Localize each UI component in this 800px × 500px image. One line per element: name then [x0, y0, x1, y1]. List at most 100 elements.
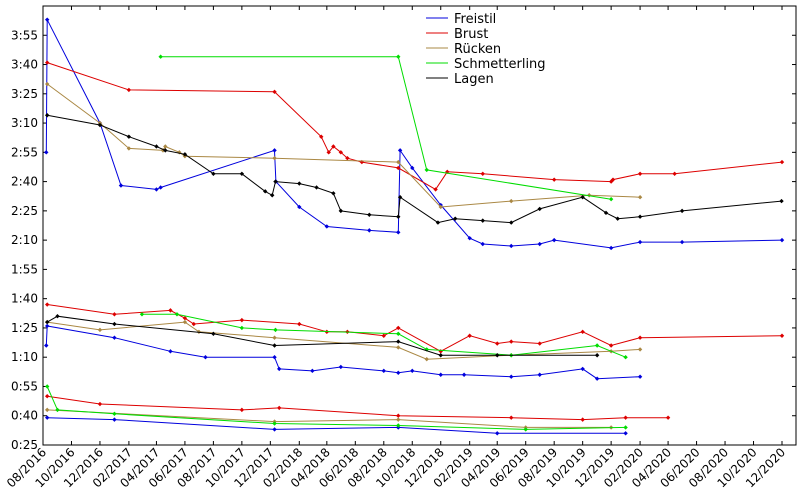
series-lines — [44, 17, 785, 436]
data-point — [97, 401, 103, 407]
data-point — [112, 312, 117, 317]
legend-label: Lagen — [454, 72, 494, 87]
data-point — [480, 218, 485, 223]
data-point — [381, 368, 386, 374]
y-tick-label: 0:40 — [11, 409, 38, 423]
data-point — [272, 355, 277, 360]
data-point — [779, 333, 785, 338]
data-point — [272, 89, 277, 95]
data-point — [139, 312, 145, 317]
data-point — [495, 353, 500, 358]
data-point — [263, 189, 268, 194]
series-freistil-100m — [44, 323, 643, 381]
data-point — [177, 150, 182, 155]
data-point — [623, 431, 628, 436]
data-point — [324, 224, 330, 229]
data-point — [45, 17, 50, 22]
data-point — [779, 198, 784, 204]
data-point — [297, 204, 302, 210]
data-point — [623, 415, 628, 420]
data-point — [45, 81, 50, 87]
y-axis: 0:25 0:40 0:55 1:10 1:25 1:40 1:55 2:10 2:25 2:40… — [11, 28, 796, 452]
data-point — [623, 355, 628, 360]
series-brust-200m — [45, 60, 785, 192]
data-point — [239, 317, 245, 323]
data-point — [603, 210, 609, 216]
data-point — [580, 329, 585, 335]
data-point — [410, 368, 415, 374]
data-point — [272, 343, 277, 348]
data-point — [45, 302, 50, 307]
data-point — [580, 195, 585, 200]
data-point — [637, 214, 643, 219]
data-point — [338, 364, 344, 370]
data-point — [396, 339, 401, 344]
data-point — [310, 368, 315, 374]
data-point — [509, 374, 514, 379]
data-point — [397, 195, 403, 200]
data-point — [203, 355, 208, 360]
data-point — [679, 208, 685, 214]
data-point — [272, 148, 277, 153]
series-freistil-50m — [45, 415, 628, 436]
data-point — [495, 341, 500, 346]
data-point — [112, 321, 117, 327]
series-schmetterling-200m — [158, 54, 614, 202]
y-tick-label: 3:40 — [11, 58, 38, 72]
data-point — [331, 191, 336, 196]
legend-label: Freistil — [454, 12, 496, 27]
series-line — [47, 321, 641, 360]
data-point — [55, 407, 60, 413]
data-point — [453, 216, 458, 221]
data-point — [637, 171, 643, 176]
data-point — [45, 394, 50, 399]
data-point — [45, 323, 50, 329]
data-point — [45, 319, 50, 325]
data-point — [396, 345, 401, 350]
series-lagen-100m — [45, 314, 600, 358]
series-freistil-200m — [44, 17, 785, 251]
data-point — [615, 216, 620, 221]
y-tick-label: 2:55 — [11, 145, 38, 159]
data-point — [679, 239, 685, 245]
data-point — [608, 196, 614, 202]
series-line — [47, 417, 626, 434]
data-point — [637, 374, 643, 379]
series-line — [160, 56, 612, 200]
data-point — [637, 195, 643, 200]
data-point — [182, 319, 188, 325]
data-point — [163, 144, 168, 149]
series-schmetterling-50m — [45, 384, 628, 432]
data-point — [396, 159, 401, 165]
data-point — [594, 343, 600, 348]
data-point — [396, 54, 401, 59]
data-point — [211, 171, 216, 176]
data-point — [779, 159, 785, 165]
data-point — [273, 179, 278, 184]
plot-frame — [42, 5, 797, 446]
y-tick-label: 1:10 — [11, 350, 38, 364]
data-point — [182, 315, 188, 321]
data-point — [45, 60, 50, 65]
data-point — [239, 171, 245, 176]
y-tick-label: 3:25 — [11, 87, 38, 101]
data-point — [467, 333, 472, 338]
data-point — [397, 148, 403, 153]
data-point — [435, 220, 441, 225]
data-point — [158, 185, 163, 190]
y-tick-label: 1:40 — [11, 292, 38, 306]
data-point — [509, 415, 514, 420]
data-point — [168, 349, 173, 354]
data-point — [410, 165, 415, 171]
data-point — [509, 243, 514, 249]
data-point — [44, 343, 49, 348]
data-point — [345, 155, 350, 161]
data-point — [610, 177, 616, 182]
y-tick-label: 0:55 — [11, 379, 38, 393]
data-point — [438, 372, 443, 377]
data-point — [396, 331, 401, 336]
data-point — [480, 241, 485, 247]
data-point — [608, 343, 614, 348]
y-tick-label: 3:55 — [11, 28, 38, 42]
